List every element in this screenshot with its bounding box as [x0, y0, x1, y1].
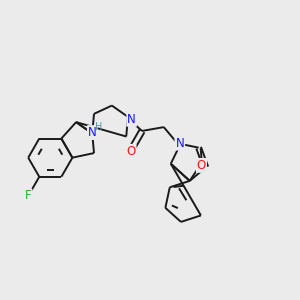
Text: O: O: [197, 159, 206, 172]
Text: O: O: [126, 145, 136, 158]
Text: N: N: [176, 136, 184, 150]
Text: H: H: [95, 122, 102, 132]
Text: F: F: [25, 189, 32, 203]
Text: N: N: [127, 113, 136, 126]
Text: N: N: [88, 126, 97, 139]
